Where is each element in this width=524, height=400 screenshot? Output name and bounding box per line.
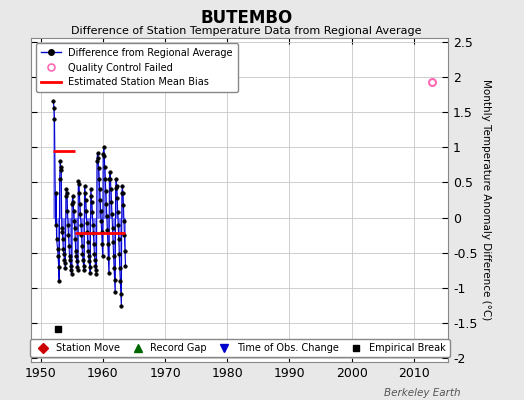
Text: Berkeley Earth: Berkeley Earth xyxy=(385,388,461,398)
Text: BUTEMBO: BUTEMBO xyxy=(200,9,292,27)
Legend: Station Move, Record Gap, Time of Obs. Change, Empirical Break: Station Move, Record Gap, Time of Obs. C… xyxy=(30,339,450,357)
Y-axis label: Monthly Temperature Anomaly Difference (°C): Monthly Temperature Anomaly Difference (… xyxy=(481,79,492,321)
Text: Difference of Station Temperature Data from Regional Average: Difference of Station Temperature Data f… xyxy=(71,26,421,36)
